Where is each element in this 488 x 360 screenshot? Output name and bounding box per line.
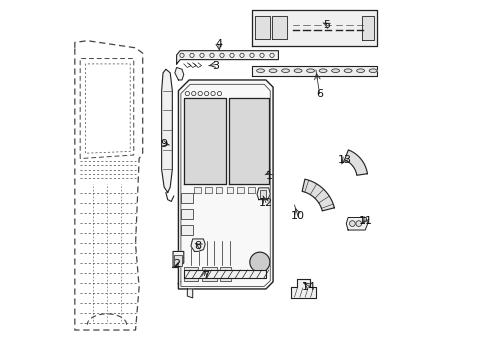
Polygon shape: [290, 279, 315, 298]
Polygon shape: [226, 187, 233, 193]
Ellipse shape: [281, 69, 289, 72]
Text: 4: 4: [216, 39, 223, 49]
Polygon shape: [183, 270, 265, 278]
Polygon shape: [175, 67, 183, 80]
Polygon shape: [194, 187, 201, 193]
Ellipse shape: [356, 69, 364, 72]
Polygon shape: [255, 17, 269, 39]
Text: 2: 2: [173, 259, 180, 269]
Text: 11: 11: [358, 216, 372, 226]
Polygon shape: [176, 51, 278, 64]
Polygon shape: [205, 187, 211, 193]
Circle shape: [249, 252, 269, 272]
Polygon shape: [178, 80, 272, 289]
Text: 5: 5: [323, 19, 329, 30]
Bar: [183, 267, 198, 281]
Ellipse shape: [306, 69, 314, 72]
Bar: [259, 190, 266, 198]
Polygon shape: [344, 150, 366, 175]
Text: 13: 13: [337, 156, 351, 165]
Polygon shape: [257, 188, 270, 200]
Text: 1: 1: [265, 171, 272, 181]
Polygon shape: [162, 69, 172, 193]
Polygon shape: [272, 17, 286, 39]
Bar: [181, 208, 193, 219]
Text: 8: 8: [194, 241, 201, 251]
Text: 9: 9: [160, 139, 167, 149]
Ellipse shape: [294, 69, 302, 72]
Text: 12: 12: [258, 198, 272, 208]
Polygon shape: [251, 66, 376, 76]
Polygon shape: [229, 98, 268, 184]
Polygon shape: [251, 10, 376, 46]
Circle shape: [349, 221, 354, 226]
Polygon shape: [187, 289, 192, 298]
Bar: [202, 267, 216, 281]
Ellipse shape: [331, 69, 339, 72]
Polygon shape: [362, 16, 373, 40]
Circle shape: [355, 221, 361, 226]
Polygon shape: [247, 187, 254, 193]
Bar: [181, 225, 193, 235]
Polygon shape: [173, 251, 183, 267]
Text: 7: 7: [201, 271, 208, 282]
Polygon shape: [190, 239, 205, 251]
Polygon shape: [346, 217, 367, 230]
Text: 10: 10: [290, 211, 305, 221]
Text: 6: 6: [315, 89, 323, 99]
Bar: [220, 267, 230, 281]
Polygon shape: [237, 187, 244, 193]
Text: 14: 14: [301, 282, 315, 292]
Bar: [181, 193, 193, 203]
Polygon shape: [302, 179, 334, 211]
Polygon shape: [216, 187, 222, 193]
Polygon shape: [183, 98, 225, 184]
Ellipse shape: [344, 69, 351, 72]
Ellipse shape: [256, 69, 264, 72]
Text: 3: 3: [212, 61, 219, 71]
Ellipse shape: [268, 69, 276, 72]
Ellipse shape: [368, 69, 376, 72]
Bar: [174, 255, 181, 266]
Ellipse shape: [319, 69, 326, 72]
